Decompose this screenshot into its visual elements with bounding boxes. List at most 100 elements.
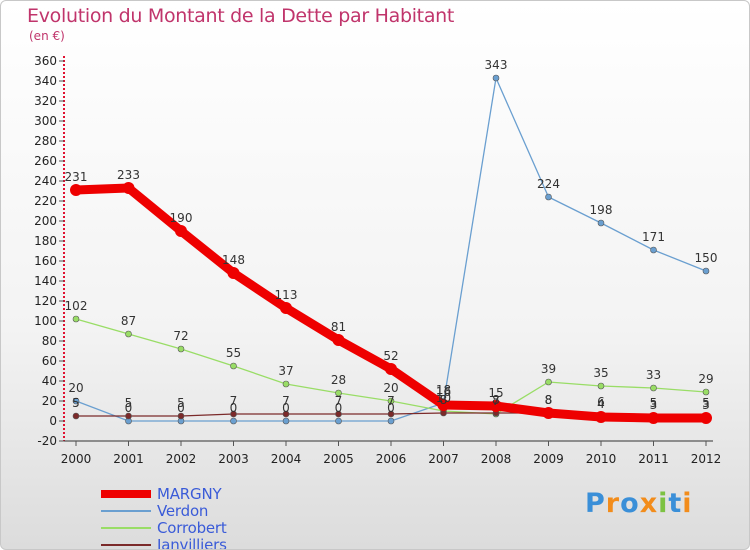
data-point-verdon [387,417,395,425]
x-tick-label: 2003 [218,452,249,466]
data-point-margny [647,412,660,424]
y-tick-label: 20 [42,394,57,408]
data-label-verdon: 198 [590,203,613,217]
data-label-verdon: 171 [642,230,665,244]
x-tick-label: 2008 [481,452,512,466]
data-point-corrobert [650,384,657,392]
data-point-verdon [545,193,552,201]
data-point-margny [542,407,555,419]
data-label-corrobert: 20 [383,381,398,395]
x-tick-label: 2000 [61,452,92,466]
data-point-corrobert [230,362,237,370]
data-label-margny: 190 [170,211,193,225]
y-tick-label: 240 [34,174,57,188]
data-label-janvilliers: 5 [702,396,710,410]
data-label-janvilliers: 8 [545,393,553,407]
data-point-verdon [702,267,710,275]
data-label-janvilliers: 5 [125,396,133,410]
data-label-margny: 52 [383,349,398,363]
y-tick-label: 180 [34,234,57,248]
data-point-corrobert [177,345,185,353]
legend-item-margny: MARGNY [101,484,227,503]
data-label-corrobert: 37 [278,364,293,378]
data-label-verdon: 0 [230,401,238,415]
x-tick-label: 2010 [586,452,617,466]
legend-label: Corrobert [157,518,227,537]
data-point-verdon [492,74,500,82]
data-point-verdon [650,246,657,254]
data-point-verdon [597,219,605,227]
data-point-corrobert [597,382,605,390]
legend-item-verdon: Verdon [101,501,227,520]
data-label-verdon: 0 [177,401,185,415]
data-point-corrobert [702,388,710,396]
y-tick-label: 40 [42,374,57,388]
y-tick-label: 0 [49,414,57,428]
y-tick-label: 160 [34,254,57,268]
x-tick-label: 2002 [166,452,197,466]
legend-swatch [101,489,151,498]
x-tick-label: 2004 [271,452,302,466]
y-tick-label: 320 [34,94,57,108]
data-label-verdon: 224 [537,177,560,191]
data-point-margny [490,400,502,412]
data-point-janvilliers [72,412,80,420]
y-tick-label: 80 [42,334,57,348]
data-point-margny [595,411,607,423]
x-tick-label: 2005 [323,452,354,466]
data-label-margny: 148 [222,253,245,267]
legend-swatch [101,526,151,529]
legend: MARGNY Verdon Corrobert Janvilliers [101,484,227,549]
data-label-corrobert: 87 [121,314,136,328]
data-point-margny [700,412,712,424]
data-label-verdon: 0 [387,401,395,415]
x-tick-label: 2007 [428,452,459,466]
data-label-verdon: 0 [125,401,133,415]
proxiti-logo: Proxiti [585,488,693,519]
legend-item-janvilliers: Janvilliers [101,536,227,549]
legend-label: MARGNY [157,484,222,503]
data-point-margny [70,184,82,196]
data-label-margny: 231 [65,170,88,184]
x-tick-label: 2012 [691,452,722,466]
data-label-corrobert: 28 [331,373,346,387]
data-label-margny: 8 [545,393,553,407]
data-point-janvilliers [177,412,185,420]
y-tick-label: 220 [34,194,57,208]
data-point-corrobert [72,315,80,323]
data-label-janvilliers: 5 [650,396,658,410]
y-tick-label: -20 [37,434,57,448]
data-label-corrobert: 72 [173,329,188,343]
data-label-corrobert: 102 [65,299,88,313]
data-label-margny: 15 [488,386,503,400]
y-tick-label: 60 [42,354,57,368]
data-label-janvilliers: 7 [230,394,238,408]
data-label-verdon: 343 [485,58,508,72]
data-label-corrobert: 7 [492,394,500,408]
data-label-corrobert: 39 [541,362,556,376]
data-point-janvilliers [125,412,132,420]
x-tick-label: 2009 [533,452,564,466]
data-label-janvilliers: 7 [335,394,343,408]
data-label-corrobert: 29 [698,372,713,386]
data-point-corrobert [335,389,342,397]
data-label-verdon: 0 [335,401,343,415]
legend-label: Verdon [157,501,209,520]
chart-subtitle: (en €) [29,29,65,43]
data-point-janvilliers [387,410,395,418]
data-label-verdon: 0 [282,401,290,415]
data-point-margny [227,267,240,279]
y-tick-label: 100 [34,314,57,328]
y-tick-label: 280 [34,134,57,148]
x-tick-label: 2006 [376,452,407,466]
data-point-corrobert [387,397,395,405]
data-point-verdon [282,417,290,425]
data-point-margny [385,363,397,375]
data-point-margny [280,302,292,314]
data-point-margny [332,334,345,346]
data-label-verdon: 150 [695,251,718,265]
data-label-janvilliers: 8 [440,393,448,407]
data-point-janvilliers [230,410,237,418]
